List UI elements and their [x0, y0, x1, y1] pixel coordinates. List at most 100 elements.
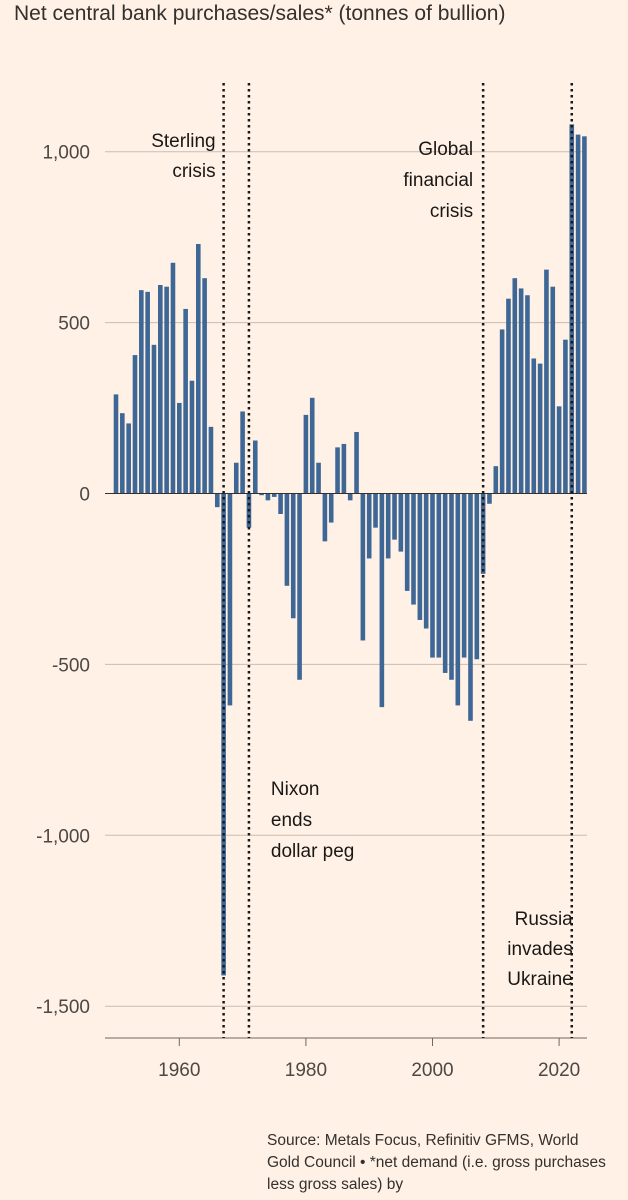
bar	[252, 440, 258, 494]
bar	[158, 285, 163, 494]
x-tick-label: 1980	[285, 1060, 327, 1081]
bar	[221, 493, 226, 976]
bar	[170, 262, 176, 494]
bar	[145, 291, 150, 494]
bar	[468, 493, 473, 721]
bar	[189, 380, 195, 494]
y-tick-label: 0	[79, 485, 90, 506]
bar	[512, 278, 518, 494]
bar	[297, 493, 302, 680]
bar	[423, 493, 429, 629]
bar	[506, 298, 511, 494]
bar	[449, 493, 454, 680]
bar	[493, 466, 499, 494]
bar	[417, 493, 423, 620]
bar	[335, 447, 340, 494]
bar	[265, 493, 271, 501]
bar	[120, 413, 125, 494]
bar	[455, 493, 461, 706]
bar	[183, 308, 188, 494]
bar	[240, 411, 245, 494]
bar	[499, 329, 505, 494]
bar	[411, 493, 416, 605]
bar	[360, 493, 366, 641]
bar	[347, 493, 353, 501]
bar	[474, 493, 480, 660]
bar	[544, 269, 549, 494]
bar	[151, 344, 157, 494]
bar	[316, 462, 321, 494]
bar	[582, 136, 587, 494]
annotation: Sterling crisis	[151, 131, 215, 182]
bar	[164, 286, 169, 494]
annotation: Nixon ends dollar peg	[271, 779, 354, 862]
x-tick-label: 1960	[158, 1060, 200, 1081]
bar	[556, 406, 562, 494]
bar	[328, 493, 334, 523]
annotation-line: dollar peg	[271, 841, 354, 862]
y-axis-labels: 1,000 500 0 -500 -1,000 -1,500	[36, 143, 90, 1019]
bar	[177, 402, 182, 494]
bar	[303, 414, 309, 494]
bar	[385, 493, 391, 559]
bar	[139, 290, 144, 494]
bar	[202, 278, 207, 494]
bar	[322, 493, 328, 542]
bar	[487, 493, 492, 504]
bar	[518, 288, 524, 494]
bar	[525, 295, 530, 494]
bar	[354, 431, 359, 494]
bar	[259, 493, 264, 496]
bar	[126, 423, 131, 494]
bar	[341, 443, 347, 494]
x-tick-label: 2020	[538, 1060, 580, 1081]
bar	[537, 363, 543, 494]
annotations: Sterling crisis Nixon ends dollar peg Global f…	[151, 131, 573, 990]
annotation-line: invades	[507, 939, 573, 960]
bar	[132, 355, 138, 494]
y-tick-label: -1,000	[36, 826, 90, 847]
annotation-line: crisis	[430, 201, 473, 222]
bars	[113, 124, 587, 976]
annotation-line: Nixon	[271, 779, 320, 800]
bar	[195, 243, 201, 494]
annotation-line: crisis	[172, 161, 215, 182]
bar	[208, 426, 214, 494]
bar	[284, 493, 290, 586]
y-tick-label: -500	[52, 655, 90, 676]
annotation: Global financial crisis	[403, 139, 473, 222]
bar	[430, 493, 435, 658]
bar	[550, 286, 556, 494]
bar	[373, 493, 378, 528]
bar	[214, 493, 220, 508]
annotation-line: financial	[403, 170, 473, 191]
bar	[398, 493, 404, 552]
bar	[442, 493, 448, 673]
y-tick-label: 1,000	[42, 143, 90, 164]
y-tick-label: 500	[58, 314, 90, 335]
event-lines	[222, 83, 574, 1038]
bar	[404, 493, 410, 591]
bar	[379, 493, 385, 708]
bar	[227, 493, 233, 706]
bar	[271, 493, 277, 497]
annotation-line: Sterling	[151, 131, 215, 152]
bar	[290, 493, 296, 619]
annotation-line: ends	[271, 810, 312, 831]
bar	[569, 124, 575, 494]
bar	[278, 493, 283, 515]
chart-title: Net central bank purchases/sales* (tonne…	[14, 2, 506, 25]
bar	[309, 397, 315, 494]
bar	[113, 394, 119, 494]
x-tick-label: 2000	[411, 1060, 453, 1081]
bar	[392, 493, 397, 540]
bar	[233, 462, 239, 494]
annotation-line: Russia	[515, 909, 574, 930]
annotation-line: Global	[418, 139, 473, 160]
annotation-line: Ukraine	[507, 969, 572, 990]
y-tick-label: -1,500	[36, 997, 90, 1018]
x-axis: 1960 1980 2000 2020	[105, 493, 587, 1081]
bar	[461, 493, 467, 658]
bar-chart: 1,000 500 0 -500 -1,000 -1,500 1960 1980 2000 20…	[36, 83, 587, 1081]
bar	[366, 493, 372, 559]
